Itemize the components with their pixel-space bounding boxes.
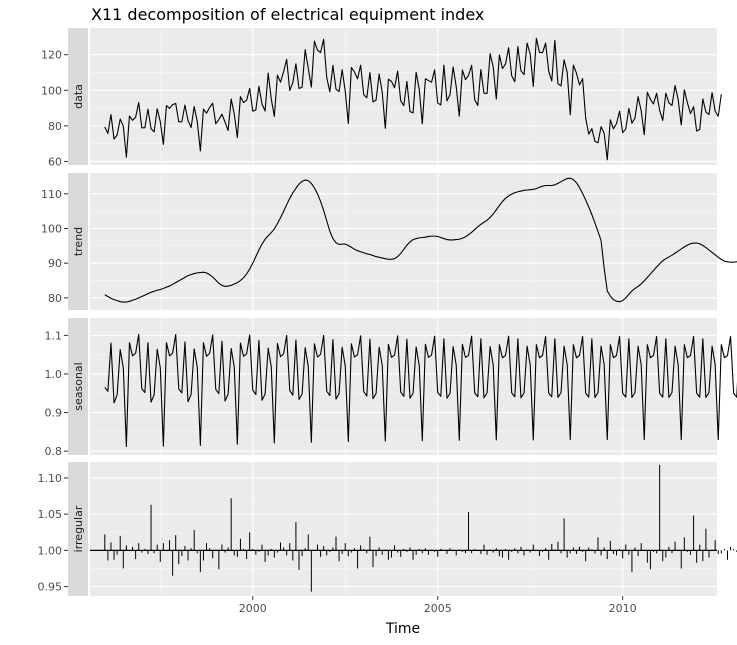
panel-strip-data: [68, 28, 88, 165]
panel-background: [90, 318, 717, 455]
y-tick-label: 0.9: [45, 407, 63, 420]
y-tick-label: 0.95: [38, 581, 63, 594]
y-tick-label: 0.8: [45, 445, 63, 458]
y-tick-label: 80: [48, 292, 62, 305]
y-tick-label: 1.1: [45, 329, 63, 342]
panel-strip-trend: [68, 173, 88, 310]
y-tick-label: 1.10: [38, 472, 63, 485]
y-tick-label: 100: [41, 84, 62, 97]
panel-strip-label: seasonal: [72, 362, 85, 410]
panel-trend: trend 80 90 100 110: [41, 173, 737, 310]
x-tick-label: 2000: [239, 602, 267, 615]
panel-strip-label: trend: [72, 227, 85, 256]
y-tick-label: 100: [41, 222, 62, 235]
panel-data: data 60 80 100 120: [41, 28, 722, 168]
y-tick-label: 1.00: [38, 544, 63, 557]
x-axis: 2000 2005 2010: [239, 596, 637, 615]
x-tick-label: 2010: [609, 602, 637, 615]
y-tick-label: 90: [48, 257, 62, 270]
series-line-trend: [104, 177, 737, 303]
panel-seasonal: seasonal 0.8 0.9 1.0 1.1: [45, 318, 737, 458]
panel-background: [90, 173, 717, 310]
panels-layer: data 60 80 100 120 trend 80 90 100 110 seasonal 0.8…: [38, 28, 737, 596]
panel-background: [90, 462, 717, 596]
panel-background: [90, 28, 717, 165]
y-tick-label: 60: [48, 155, 62, 168]
chart-title: X11 decomposition of electrical equipmen…: [91, 5, 484, 24]
y-tick-label: 1.0: [45, 368, 63, 381]
x-axis-title: Time: [385, 621, 420, 637]
panel-strip-label: data: [72, 84, 85, 109]
y-tick-label: 120: [41, 49, 62, 62]
x-tick-label: 2005: [424, 602, 452, 615]
series-line-seasonal: [104, 334, 737, 448]
panel-strip-irregular: [68, 462, 88, 596]
panel-strip-label: irregular: [72, 505, 85, 552]
y-tick-label: 80: [48, 120, 62, 133]
y-tick-label: 1.05: [38, 508, 63, 521]
y-tick-label: 110: [41, 188, 62, 201]
panel-irregular: irregular 0.95 1.00 1.05 1.10: [38, 462, 737, 596]
series-line-data: [104, 37, 722, 161]
panel-strip-seasonal: [68, 318, 88, 455]
